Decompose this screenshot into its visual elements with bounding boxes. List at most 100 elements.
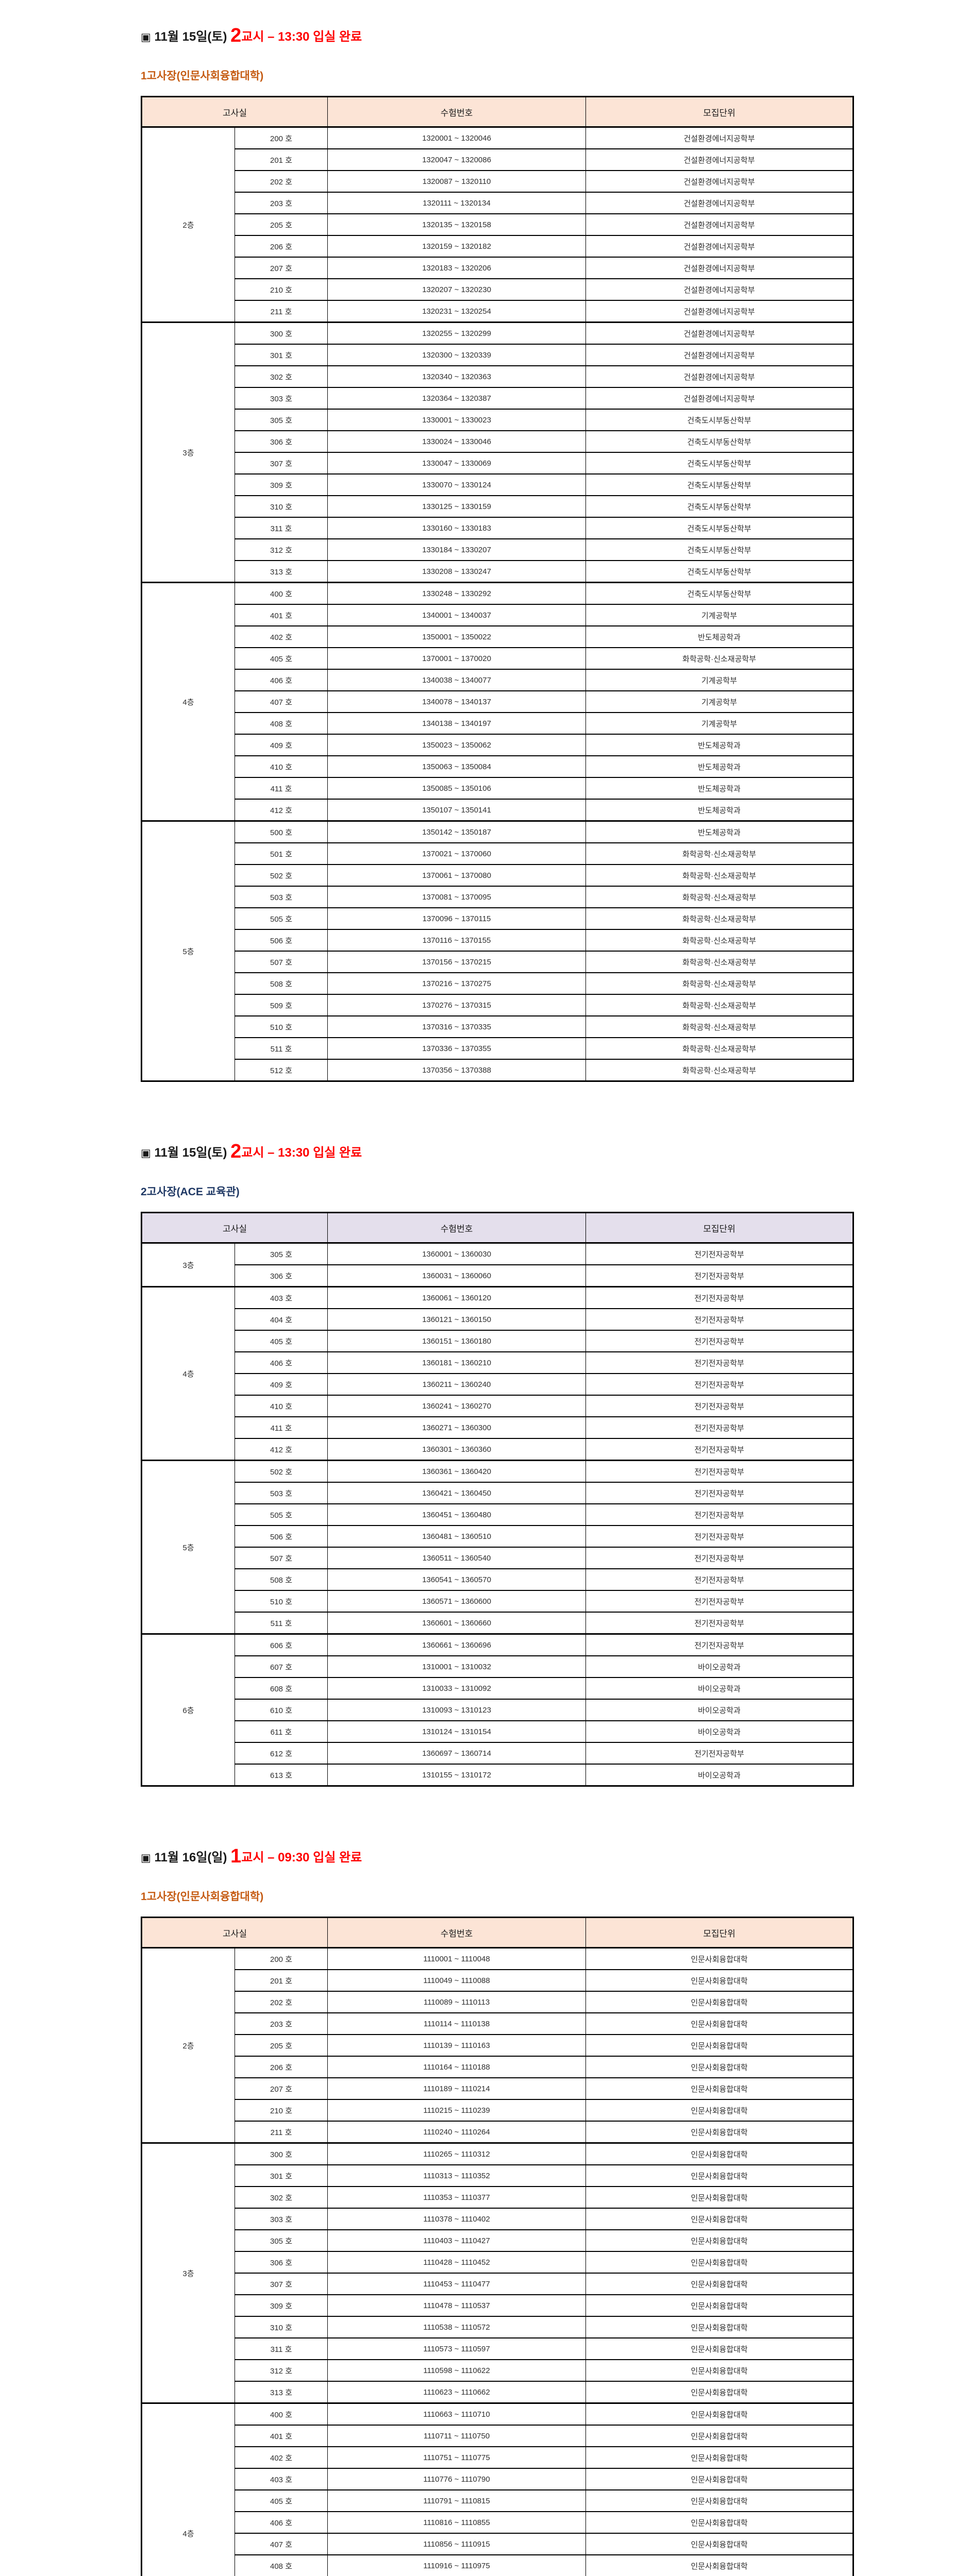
- floor-cell: 4층: [141, 2402, 235, 2576]
- header-row: 고사실 수험번호 모집단위: [141, 96, 854, 128]
- room-cell: 307 호: [234, 2273, 328, 2295]
- exam-no-cell: 1360211 ~ 1360240: [327, 1373, 587, 1396]
- session-period-text: 교시 – 13:30 입실 완료: [241, 30, 362, 44]
- unit-cell: 건축도시부동산학부: [585, 538, 854, 561]
- table-row: 411 호 1360271 ~ 1360300 전기전자공학부: [142, 1416, 854, 1439]
- table-row: 505 호 1360451 ~ 1360480 전기전자공학부: [142, 1503, 854, 1526]
- unit-cell: 기계공학부: [585, 712, 854, 735]
- unit-cell: 인문사회융합대학: [585, 2402, 854, 2426]
- exam-no-cell: 1320300 ~ 1320339: [327, 344, 587, 366]
- exam-no-cell: 1320047 ~ 1320086: [327, 148, 587, 171]
- exam-no-cell: 1320159 ~ 1320182: [327, 235, 587, 258]
- unit-cell: 건설환경에너지공학부: [585, 170, 854, 193]
- exam-no-cell: 1360601 ~ 1360660: [327, 1612, 587, 1634]
- session-date: 11월 16일(일): [154, 1851, 227, 1865]
- table-row: 507 호 1370156 ~ 1370215 화학공학·신소재공학부: [142, 951, 854, 973]
- table-row: 6층 606 호 1360661 ~ 1360696 전기전자공학부: [141, 1633, 854, 1786]
- room-cell: 401 호: [234, 604, 328, 626]
- table-row: 306 호 1110428 ~ 1110452 인문사회융합대학: [142, 2251, 854, 2274]
- exam-no-cell: 1360121 ~ 1360150: [327, 1308, 587, 1331]
- unit-cell: 인문사회융합대학: [585, 2533, 854, 2555]
- exam-no-cell: 1110428 ~ 1110452: [327, 2251, 587, 2274]
- exam-no-cell: 1350142 ~ 1350187: [327, 820, 587, 843]
- table-row: 202 호 1110089 ~ 1110113 인문사회융합대학: [142, 1991, 854, 2013]
- exam-no-cell: 1370156 ~ 1370215: [327, 951, 587, 973]
- exam-hall-subtitle: 2고사장(ACE 교육관): [141, 1186, 240, 1198]
- table-row: 303 호 1320364 ~ 1320387 건설환경에너지공학부: [142, 387, 854, 410]
- exam-no-cell: 1320135 ~ 1320158: [327, 213, 587, 236]
- table-row: 3층 300 호 1110265 ~ 1110312 인문사회융합대학: [141, 2142, 854, 2403]
- unit-cell: 바이오공학과: [585, 1764, 854, 1786]
- unit-cell: 전기전자공학부: [585, 1590, 854, 1613]
- table-row: 313 호 1330208 ~ 1330247 건축도시부동산학부: [142, 560, 854, 583]
- room-cell: 201 호: [234, 148, 328, 171]
- table-row: 206 호 1320159 ~ 1320182 건설환경에너지공학부: [142, 235, 854, 258]
- room-cell: 407 호: [234, 2533, 328, 2555]
- table-row: 301 호 1110313 ~ 1110352 인문사회융합대학: [142, 2164, 854, 2187]
- roster-table: 고사실 수험번호 모집단위 2층 200 호 1110001 ~ 1110048 인문…: [141, 1917, 855, 2576]
- exam-no-cell: 1110478 ~ 1110537: [327, 2294, 587, 2317]
- unit-cell: 전기전자공학부: [585, 1482, 854, 1504]
- room-cell: 502 호: [234, 864, 328, 887]
- table-row: 412 호 1360301 ~ 1360360 전기전자공학부: [142, 1438, 854, 1461]
- table-row: 201 호 1110049 ~ 1110088 인문사회융합대학: [142, 1969, 854, 1992]
- room-cell: 408 호: [234, 2554, 328, 2576]
- unit-cell: 인문사회융합대학: [585, 2294, 854, 2317]
- room-cell: 202 호: [234, 1991, 328, 2013]
- table-row: 5층 502 호 1360361 ~ 1360420 전기전자공학부: [141, 1460, 854, 1634]
- room-cell: 309 호: [234, 2294, 328, 2317]
- exam-no-cell: 1330248 ~ 1330292: [327, 582, 587, 605]
- unit-cell: 인문사회융합대학: [585, 2359, 854, 2382]
- unit-cell: 건축도시부동산학부: [585, 560, 854, 583]
- unit-cell: 건축도시부동산학부: [585, 452, 854, 474]
- exam-no-cell: 1110538 ~ 1110572: [327, 2316, 587, 2338]
- room-cell: 510 호: [234, 1015, 328, 1038]
- table-row: 211 호 1320231 ~ 1320254 건설환경에너지공학부: [142, 300, 854, 323]
- unit-cell: 반도체공학과: [585, 799, 854, 821]
- unit-cell: 전기전자공학부: [585, 1264, 854, 1287]
- exam-no-cell: 1110751 ~ 1110775: [327, 2446, 587, 2469]
- exam-no-cell: 1360451 ~ 1360480: [327, 1503, 587, 1526]
- room-cell: 305 호: [234, 2229, 328, 2252]
- unit-cell: 전기전자공학부: [585, 1308, 854, 1331]
- table-row: 203 호 1110114 ~ 1110138 인문사회융합대학: [142, 2012, 854, 2035]
- session-period-number: 2: [230, 1141, 242, 1162]
- exam-no-cell: 1310093 ~ 1310123: [327, 1699, 587, 1721]
- room-cell: 306 호: [234, 2251, 328, 2274]
- header-room-group: 고사실: [141, 1212, 328, 1244]
- unit-cell: 전기전자공학부: [585, 1438, 854, 1461]
- room-cell: 406 호: [234, 2511, 328, 2534]
- room-cell: 401 호: [234, 2425, 328, 2447]
- roster-table: 고사실 수험번호 모집단위 2층 200 호 1320001 ~ 1320046 건설…: [141, 96, 855, 1082]
- room-cell: 400 호: [234, 2402, 328, 2426]
- unit-cell: 화학공학·신소재공학부: [585, 1059, 854, 1081]
- room-cell: 302 호: [234, 365, 328, 388]
- table-row: 613 호 1310155 ~ 1310172 바이오공학과: [142, 1764, 854, 1786]
- table-row: 506 호 1360481 ~ 1360510 전기전자공학부: [142, 1525, 854, 1548]
- unit-cell: 건축도시부동산학부: [585, 409, 854, 431]
- table-row: 210 호 1110215 ~ 1110239 인문사회융합대학: [142, 2099, 854, 2122]
- room-cell: 300 호: [234, 321, 328, 345]
- exam-no-cell: 1110189 ~ 1110214: [327, 2077, 587, 2100]
- roster-table-body: 3층 305 호 1360001 ~ 1360030 전기전자공학부 306 호 1360…: [141, 1242, 854, 1786]
- header-exam-no: 수험번호: [327, 1212, 587, 1244]
- room-cell: 404 호: [234, 1308, 328, 1331]
- session-date: 11월 15일(토): [154, 1146, 227, 1160]
- exam-no-cell: 1110265 ~ 1110312: [327, 2142, 587, 2165]
- room-cell: 606 호: [234, 1633, 328, 1656]
- table-row: 311 호 1330160 ~ 1330183 건축도시부동산학부: [142, 517, 854, 539]
- unit-cell: 인문사회융합대학: [585, 2273, 854, 2295]
- unit-cell: 전기전자공학부: [585, 1612, 854, 1634]
- unit-cell: 인문사회융합대학: [585, 2056, 854, 2078]
- room-cell: 608 호: [234, 1677, 328, 1700]
- unit-cell: 인문사회융합대학: [585, 1969, 854, 1992]
- room-cell: 200 호: [234, 126, 328, 149]
- room-cell: 400 호: [234, 582, 328, 605]
- table-row: 607 호 1310001 ~ 1310032 바이오공학과: [142, 1655, 854, 1678]
- exam-no-cell: 1330184 ~ 1330207: [327, 538, 587, 561]
- unit-cell: 건축도시부동산학부: [585, 473, 854, 496]
- table-row: 510 호 1360571 ~ 1360600 전기전자공학부: [142, 1590, 854, 1613]
- exam-no-cell: 1360151 ~ 1360180: [327, 1330, 587, 1352]
- exam-no-cell: 1350085 ~ 1350106: [327, 777, 587, 800]
- unit-cell: 인문사회융합대학: [585, 2489, 854, 2512]
